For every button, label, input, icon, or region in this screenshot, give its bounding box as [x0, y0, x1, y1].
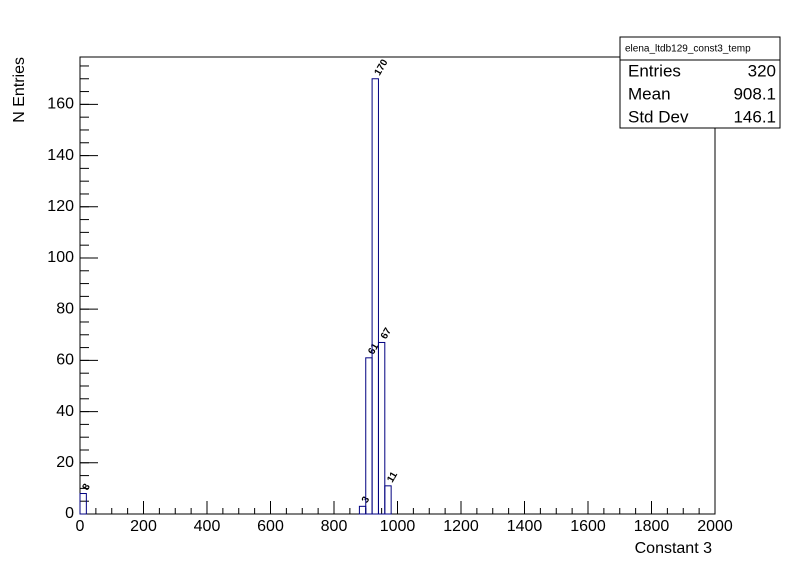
- x-tick-label: 2000: [697, 518, 733, 535]
- y-tick-label: 20: [56, 454, 74, 471]
- x-tick-label: 1600: [570, 518, 606, 535]
- x-tick-label: 800: [321, 518, 348, 535]
- stats-box: [619, 36, 781, 129]
- y-tick-label: 40: [56, 403, 74, 420]
- stats-value: 146.1: [733, 107, 776, 126]
- bar: [358, 505, 367, 515]
- x-tick-label: 1000: [380, 518, 416, 535]
- stats-value: 908.1: [733, 84, 776, 103]
- x-tick-label: 1800: [634, 518, 670, 535]
- y-tick-label: 80: [56, 300, 74, 317]
- y-tick-label: 0: [65, 505, 74, 522]
- x-tick-label: 1400: [507, 518, 543, 535]
- stats-label: Std Dev: [628, 107, 689, 126]
- stats-label: Mean: [628, 84, 671, 103]
- bar: [365, 357, 373, 515]
- stats-value: 320: [748, 61, 776, 80]
- bar: [377, 341, 386, 515]
- y-axis-title: N Entries: [11, 57, 28, 123]
- y-tick-label: 60: [56, 352, 74, 369]
- bar: [384, 485, 392, 515]
- data-label: 61: [366, 341, 381, 357]
- y-tick-label: 140: [47, 147, 74, 164]
- bar: [79, 493, 87, 515]
- stats-label: Entries: [628, 61, 681, 80]
- data-label: 8: [81, 482, 94, 493]
- x-tick-label: 1200: [443, 518, 479, 535]
- x-tick-label: 400: [194, 518, 221, 535]
- bar: [371, 78, 379, 515]
- data-label: 170: [373, 57, 391, 77]
- y-tick-label: 100: [47, 249, 74, 266]
- stats-title: elena_ltdb129_const3_temp: [625, 44, 751, 55]
- data-label: 67: [379, 326, 394, 342]
- y-tick-label: 160: [47, 96, 74, 113]
- y-tick-label: 120: [47, 198, 74, 215]
- x-tick-label: 200: [130, 518, 157, 535]
- x-tick-label: 600: [257, 518, 284, 535]
- x-axis-title: Constant 3: [635, 540, 712, 557]
- x-tick-label: 0: [76, 518, 85, 535]
- data-label: 11: [385, 470, 400, 485]
